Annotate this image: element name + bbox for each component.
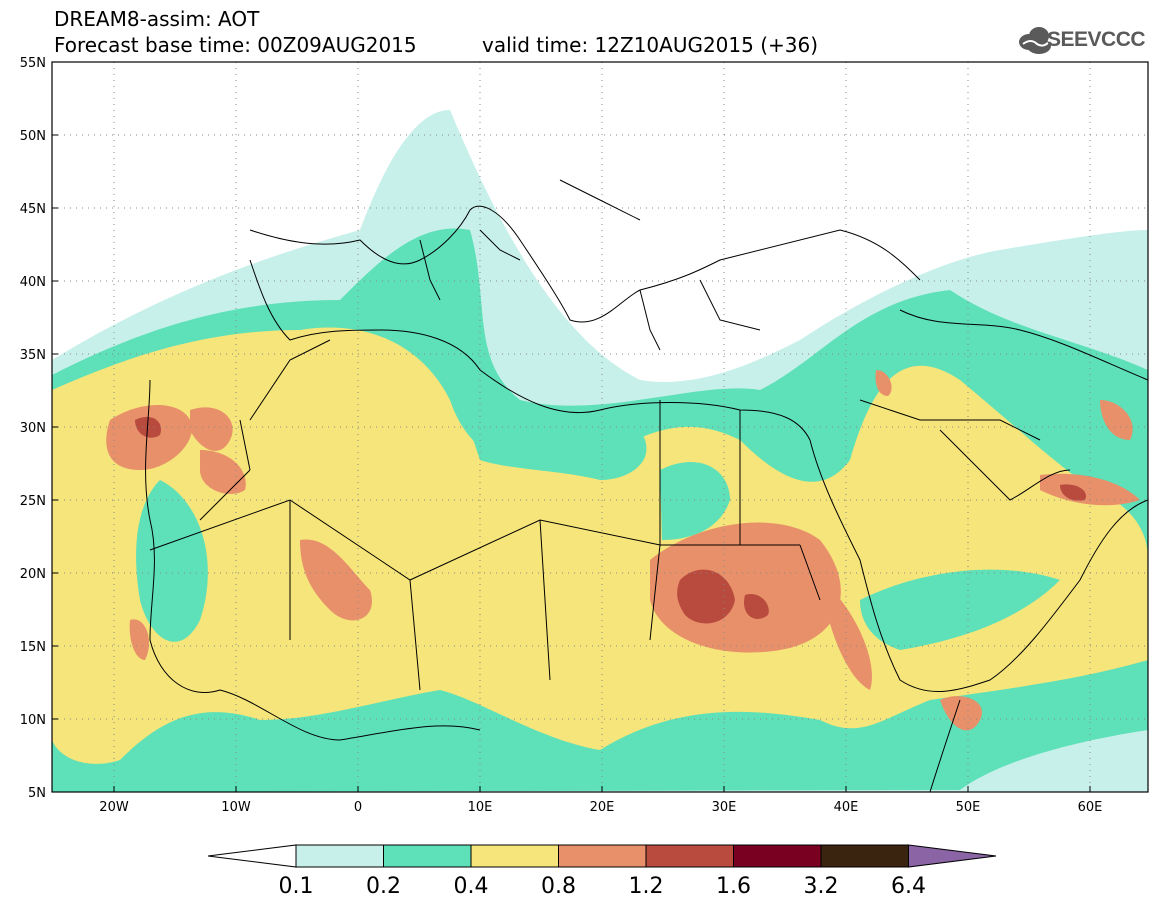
colorbar-label-0.2: 0.2 (366, 874, 401, 899)
aot-field (52, 62, 1148, 792)
lat-label-40n: 40N (20, 275, 46, 290)
lon-label-0: 0 (354, 800, 362, 815)
coastlines (145, 179, 1148, 792)
colorbar-label-0.8: 0.8 (541, 874, 576, 899)
lat-label-30n: 30N (20, 421, 46, 436)
lon-label-20w: 20W (99, 800, 129, 815)
colorbar-label-1.6: 1.6 (716, 874, 751, 899)
valid-time: valid time: 12Z10AUG2015 (+36) (482, 33, 819, 57)
lat-label-55n: 55N (20, 56, 46, 71)
lat-label-50n: 50N (20, 129, 46, 144)
colorbar-label-1.2: 1.2 (629, 874, 664, 899)
colorbar-swatch-2 (383, 844, 472, 868)
lat-label-45n: 45N (20, 202, 46, 217)
lat-label-10n: 10N (20, 713, 46, 728)
colorbar-swatch-7 (820, 844, 909, 868)
forecast-base-time: Forecast base time: 00Z09AUG2015 (54, 33, 417, 57)
lon-label-50e: 50E (956, 800, 981, 815)
cloud-logo-icon (1019, 27, 1051, 54)
lon-label-20e: 20E (590, 800, 615, 815)
lat-label-35n: 35N (20, 348, 46, 363)
colorbar-label-0.1: 0.1 (279, 874, 314, 899)
lat-label-25n: 25N (20, 494, 46, 509)
lon-label-10w: 10W (221, 800, 251, 815)
lon-label-10e: 10E (468, 800, 493, 815)
tick-marks (52, 61, 1091, 793)
colorbar-under-arrow (207, 844, 297, 868)
lon-label-40e: 40E (834, 800, 859, 815)
colorbar-swatch-6 (733, 844, 822, 868)
colorbar-over-arrow (908, 844, 997, 868)
logo-text: SEEVCCC (1047, 28, 1146, 51)
colorbar-swatch-3 (470, 844, 559, 868)
colorbar (207, 844, 997, 868)
map-title: DREAM8-assim: AOT (54, 7, 260, 31)
lat-label-5n: 5N (28, 786, 46, 801)
lat-label-15n: 15N (20, 640, 46, 655)
colorbar-label-6.4: 6.4 (891, 874, 926, 899)
colorbar-swatch-5 (645, 844, 734, 868)
colorbar-swatch-4 (558, 844, 647, 868)
lon-label-60e: 60E (1078, 800, 1103, 815)
lon-label-30e: 30E (712, 800, 737, 815)
colorbar-label-3.2: 3.2 (804, 874, 839, 899)
lat-label-20n: 20N (20, 567, 46, 582)
colorbar-label-0.4: 0.4 (454, 874, 489, 899)
colorbar-swatch-1 (295, 844, 384, 868)
